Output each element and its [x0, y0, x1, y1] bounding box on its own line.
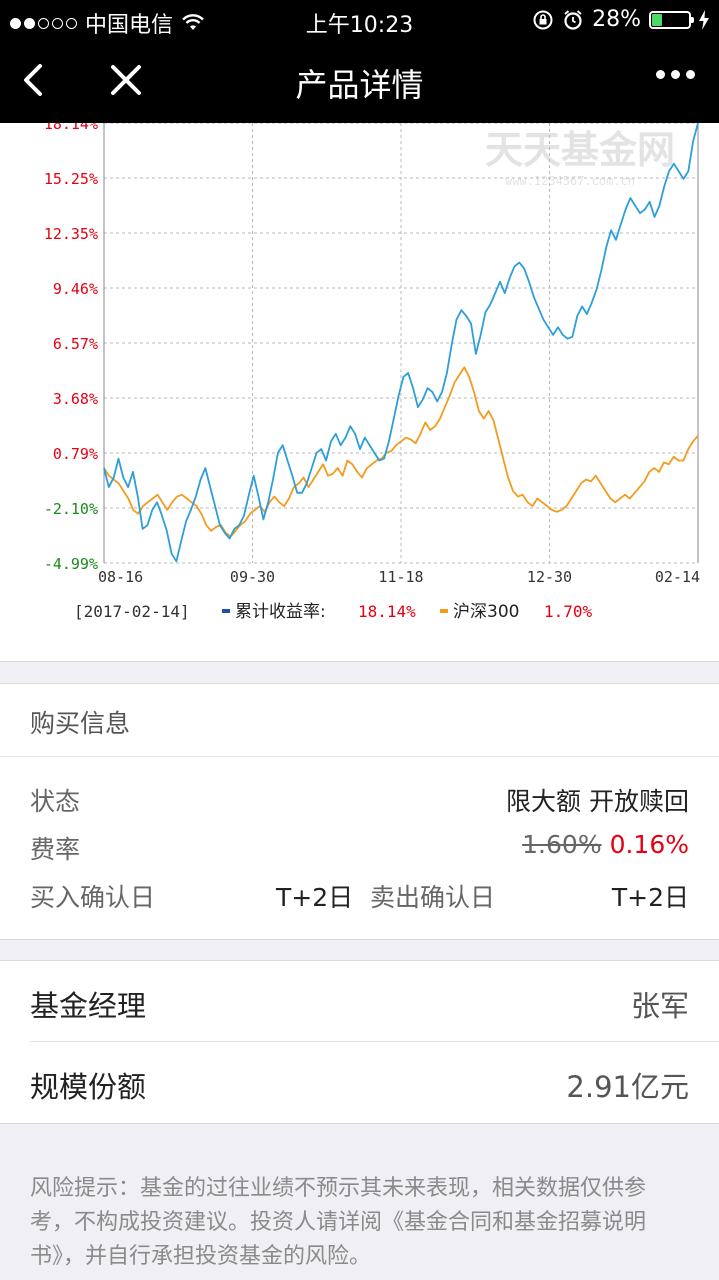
y-tick-label: -2.10% — [44, 500, 98, 518]
status-bar: 中国电信 上午10:23 28% — [0, 0, 719, 40]
scale-label: 规模份额 — [30, 1070, 147, 1104]
fee-discounted: 0.16% — [609, 830, 689, 859]
more-dots-icon[interactable] — [656, 70, 695, 79]
legend-value-csi300: 1.70% — [544, 602, 593, 621]
carrier-name: 中国电信 — [85, 13, 174, 38]
x-tick-label: 12-30 — [527, 568, 572, 586]
legend-swatch-fund — [222, 609, 230, 613]
buy-confirm-value: T+2日 — [276, 883, 354, 912]
y-tick-label: 12.35% — [44, 225, 98, 243]
y-tick-label: 15.25% — [44, 170, 98, 188]
charging-icon — [699, 9, 709, 30]
alarm-icon — [564, 9, 582, 30]
buy-info-title: 购买信息 — [30, 709, 131, 738]
fee-label: 费率 — [30, 835, 81, 864]
legend-date: [2017-02-14] — [74, 602, 190, 621]
y-tick-label: 6.57% — [53, 335, 98, 353]
chart-svg: 天天基金网 www.1234567.com.cn 18.14% 15.25% 12.… — [44, 123, 700, 622]
rotation-lock-icon — [533, 10, 553, 29]
legend-label-fund: 累计收益率: — [235, 602, 326, 622]
buy-info-header: 购买信息 — [0, 684, 719, 757]
wifi-icon — [182, 14, 204, 30]
manager-label: 基金经理 — [30, 989, 147, 1023]
navigation-bar: 产品详情 — [0, 40, 719, 123]
performance-chart: 天天基金网 www.1234567.com.cn 18.14% 15.25% 12.… — [0, 123, 719, 662]
chart-watermark: 天天基金网 — [485, 127, 675, 172]
sell-confirm-value: T+2日 — [611, 883, 689, 912]
risk-notice: 风险提示：基金的过往业绩不预示其未来表现，相关数据仅供参考，不构成投资建议。投资… — [30, 1176, 647, 1269]
buy-confirm-label: 买入确认日 — [30, 883, 156, 912]
fee-value: 1.60% 0.16% — [522, 830, 689, 859]
manager-value: 张军 — [630, 989, 689, 1023]
series-line-csi300 — [103, 366, 699, 538]
scale-row: 规模份额 2.91亿元 — [30, 1042, 689, 1122]
series-line-fund — [103, 123, 699, 563]
status-label: 状态 — [30, 787, 81, 816]
status-value: 限大额 开放赎回 — [506, 787, 689, 816]
battery-percent: 28% — [592, 7, 641, 32]
clock: 上午10:23 — [305, 13, 414, 38]
close-icon[interactable] — [104, 58, 148, 102]
y-tick-label: 18.14% — [44, 123, 98, 133]
scale-value: 2.91亿元 — [566, 1070, 689, 1104]
chart-watermark-url: www.1234567.com.cn — [505, 174, 635, 188]
divider — [30, 1041, 719, 1042]
fund-detail-card: 基金经理 张军 规模份额 2.91亿元 — [0, 960, 719, 1124]
x-tick-label: 09-30 — [230, 568, 275, 586]
signal-strength-icon — [10, 17, 77, 29]
manager-row[interactable]: 基金经理 张军 — [30, 961, 689, 1041]
y-tick-label: 0.79% — [53, 445, 98, 463]
page-title: 产品详情 — [295, 66, 424, 104]
y-tick-label: 9.46% — [53, 280, 98, 298]
legend-label-csi300: 沪深300 — [453, 602, 519, 622]
x-tick-label: 11-18 — [378, 568, 423, 586]
y-tick-label: 3.68% — [53, 390, 98, 408]
legend-value-fund: 18.14% — [358, 602, 416, 621]
legend-swatch-csi300 — [440, 609, 448, 613]
buy-info-card: 购买信息 状态 限大额 开放赎回 费率 1.60% 0.16% 买入确认日 T+2… — [0, 683, 719, 940]
sell-confirm-label: 卖出确认日 — [370, 883, 496, 912]
x-tick-label: 08-16 — [98, 568, 143, 586]
battery-icon — [649, 10, 694, 29]
y-tick-label: -4.99% — [44, 555, 98, 573]
x-tick-label: 02-14 — [655, 568, 700, 586]
fee-original: 1.60% — [522, 830, 602, 859]
chevron-left-icon[interactable] — [14, 58, 54, 102]
